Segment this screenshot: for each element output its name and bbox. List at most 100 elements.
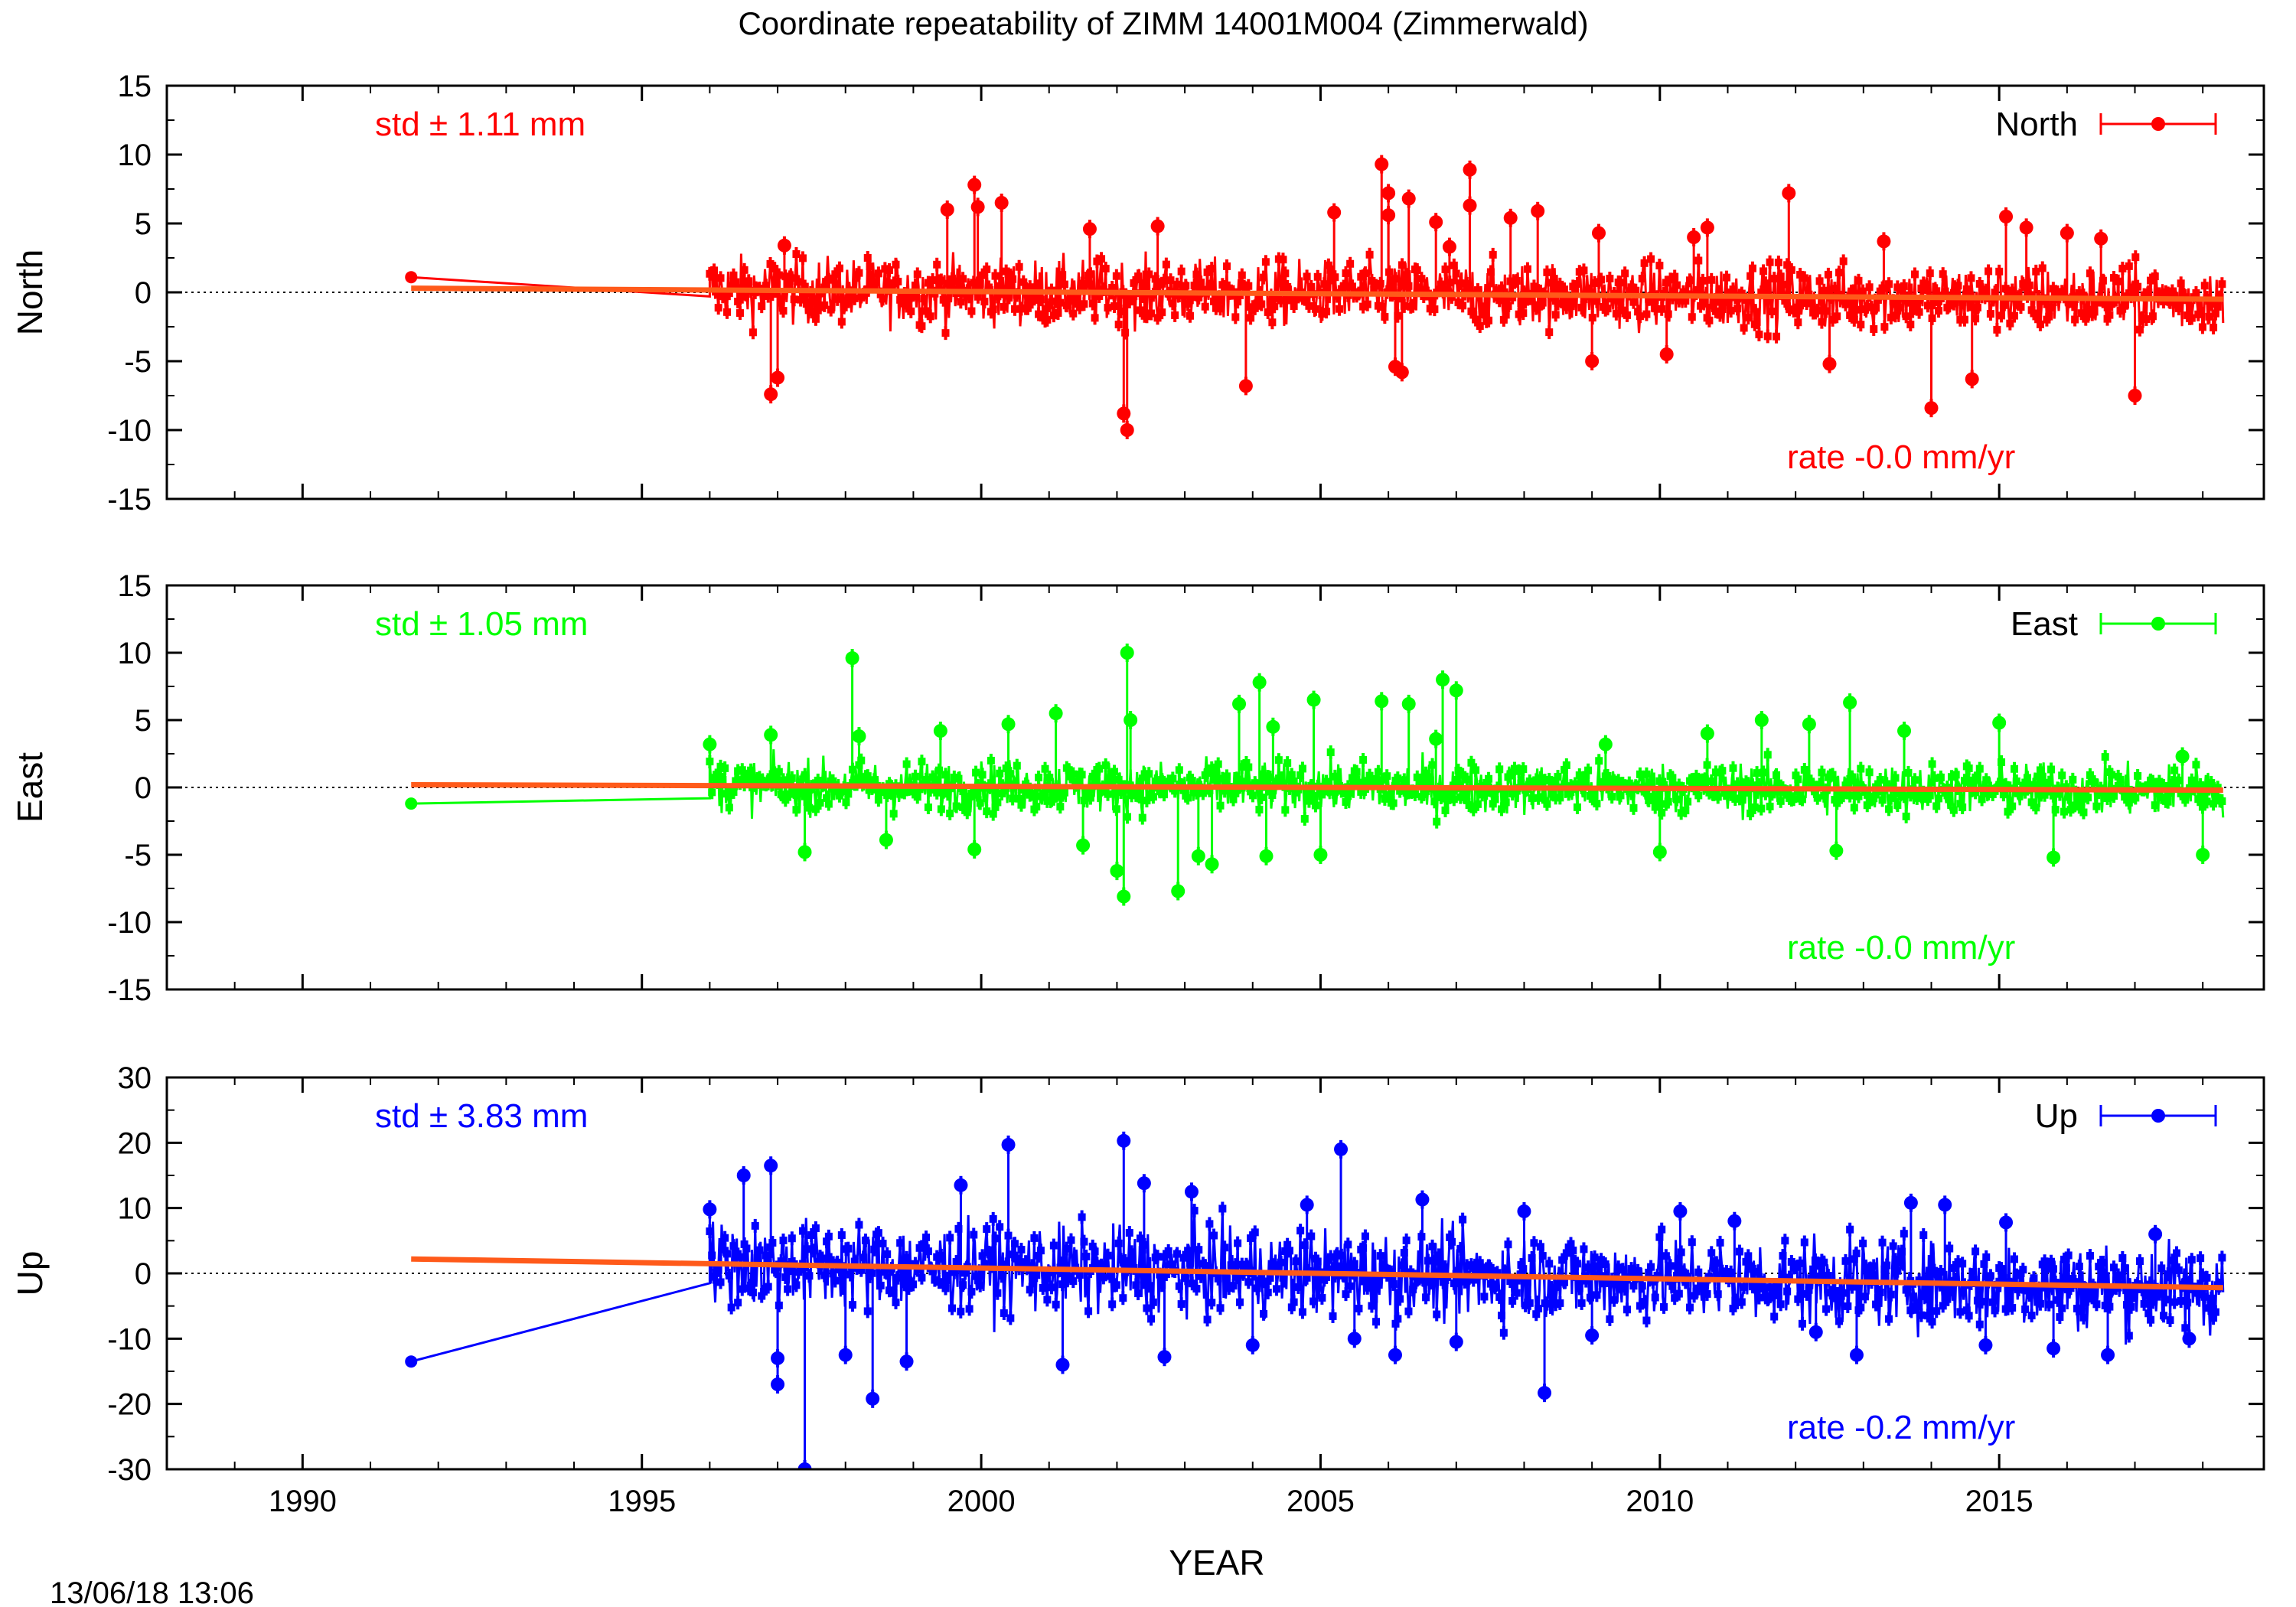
up-point (1300, 1241, 1309, 1250)
north-point (911, 281, 919, 289)
north-point (1783, 261, 1792, 269)
east-point (1649, 792, 1657, 800)
north-point (1223, 262, 1231, 270)
north-point (779, 307, 788, 315)
east-data (405, 644, 2226, 906)
up-point (1506, 1277, 1515, 1286)
up-point (2062, 1263, 2070, 1272)
north-point (902, 302, 911, 310)
up-point (2138, 1285, 2146, 1293)
up-point (1824, 1272, 1832, 1280)
north-point (1949, 299, 1958, 308)
x-axis-label: YEAR (1169, 1543, 1264, 1583)
east-point (1625, 779, 1633, 787)
up-point (1017, 1246, 1026, 1254)
east-point (1861, 787, 1869, 796)
up-point (2210, 1314, 2218, 1322)
up-point (1887, 1290, 1895, 1299)
north-point (1577, 303, 1586, 311)
north-point (1463, 279, 1471, 288)
east-point (1106, 777, 1114, 786)
up-outlier-point (1347, 1332, 1362, 1346)
up-point (1634, 1266, 1642, 1275)
up-point (1893, 1266, 1902, 1275)
up-point (1876, 1288, 1884, 1296)
up-point (840, 1265, 848, 1273)
east-point (2157, 793, 2166, 801)
north-point (1069, 309, 1078, 318)
east-point (1922, 790, 1930, 799)
up-point (1439, 1278, 1447, 1286)
north-point (1498, 284, 1506, 292)
east-point (1032, 803, 1041, 811)
up-point (764, 1283, 772, 1291)
up-point (762, 1251, 770, 1260)
up-point (777, 1257, 785, 1266)
east-ytick-label: 5 (135, 704, 152, 738)
east-point (1359, 755, 1368, 764)
east-point (2101, 753, 2109, 761)
north-point (1145, 270, 1153, 279)
up-point (1121, 1257, 1130, 1265)
north-point (1612, 309, 1620, 318)
up-point (1149, 1298, 1157, 1306)
north-point (980, 298, 989, 306)
north-point (1930, 298, 1939, 307)
east-point (1223, 772, 1231, 781)
up-point (1329, 1312, 1337, 1320)
up-point (2203, 1273, 2211, 1282)
east-point (1614, 777, 1623, 785)
east-point (1125, 786, 1133, 794)
up-std-label: std ± 3.83 mm (375, 1097, 588, 1135)
east-point (1718, 767, 1727, 775)
up-point (1498, 1312, 1506, 1320)
up-point (1610, 1296, 1619, 1304)
north-point (1770, 275, 1779, 283)
up-point (1333, 1250, 1342, 1258)
north-point (1900, 282, 1908, 290)
north-point (1305, 302, 1313, 310)
east-ytick-label: 10 (118, 637, 152, 670)
east-point (1681, 807, 1690, 815)
north-point (855, 269, 863, 277)
up-point (1523, 1277, 1531, 1286)
north-point (1112, 272, 1120, 280)
north-point (1723, 273, 1731, 282)
up-point (1512, 1289, 1521, 1297)
up-point (1642, 1316, 1651, 1325)
up-point (1229, 1282, 1238, 1290)
north-point (1247, 314, 1255, 322)
east-point (1876, 776, 1884, 784)
chart-title: Coordinate repeatability of ZIMM 14001M0… (738, 5, 1588, 41)
east-point (1575, 771, 1583, 780)
north-point (1757, 288, 1766, 297)
east-point (1902, 812, 1910, 820)
up-point (1186, 1259, 1194, 1267)
east-point (963, 808, 971, 817)
up-point (998, 1272, 1006, 1280)
east-point (1322, 777, 1331, 786)
north-point (1742, 295, 1750, 304)
east-point (2203, 797, 2211, 806)
east-point (2090, 778, 2099, 787)
east-point (1283, 759, 1292, 768)
up-point (727, 1303, 735, 1312)
north-outlier-point (967, 178, 982, 192)
up-point (1182, 1274, 1190, 1283)
north-point (1075, 303, 1084, 311)
up-point (905, 1284, 913, 1292)
up-point (1324, 1265, 1332, 1273)
up-point (837, 1231, 846, 1240)
up-point (1318, 1293, 1326, 1302)
north-point (928, 276, 937, 285)
up-point (714, 1266, 722, 1274)
north-point (1394, 311, 1402, 320)
north-point (721, 291, 729, 299)
north-point (1679, 288, 1688, 296)
east-point (1893, 801, 1902, 810)
north-point (2006, 319, 2014, 328)
up-point (1770, 1312, 1779, 1321)
east-point (1041, 764, 1049, 773)
east-outlier-point (1171, 884, 1186, 898)
north-point (1162, 260, 1170, 269)
